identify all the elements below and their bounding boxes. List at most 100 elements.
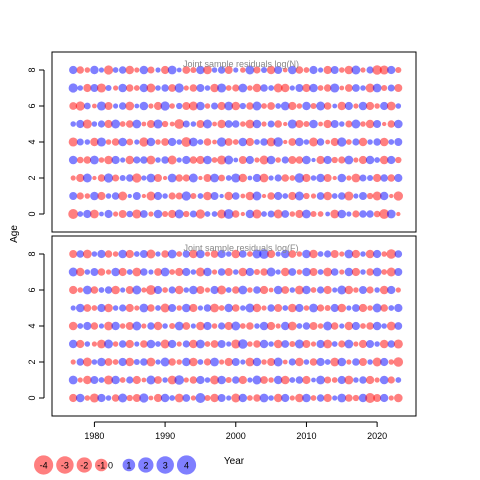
residual-bubble-bottom-age7-2004	[260, 268, 268, 276]
residual-bubble-bottom-age7-1991	[169, 269, 176, 275]
residual-bubble-bottom-age0-2000	[231, 393, 241, 403]
residual-bubble-bottom-age6-2012	[316, 286, 325, 294]
residual-bubble-bottom-age5-1994	[189, 303, 198, 313]
residual-bubble-top-age8-2014	[330, 66, 339, 74]
residual-bubble-bottom-age1-2016	[344, 375, 354, 385]
residual-bubble-top-age1-1984	[118, 191, 128, 201]
residual-bubble-bottom-age4-1991	[169, 322, 176, 330]
residual-bubble-bottom-age7-1980	[90, 268, 99, 276]
residual-bubble-bottom-age3-2023	[393, 339, 403, 349]
residual-bubble-top-age3-1994	[189, 156, 198, 164]
residual-bubble-bottom-age5-1977	[70, 305, 76, 311]
legend-bubble-3	[156, 456, 174, 474]
residual-bubble-top-age0-2014	[330, 209, 340, 219]
residual-bubble-top-age5-1999	[224, 120, 233, 128]
residual-bubble-bottom-age6-1990	[162, 287, 168, 293]
residual-bubble-top-age6-2021	[380, 101, 389, 111]
residual-bubble-top-age5-1989	[153, 119, 163, 129]
residual-bubble-top-age8-2018	[360, 67, 366, 73]
residual-bubble-bottom-age5-2007	[282, 305, 289, 311]
residual-bubble-bottom-age8-1993	[182, 250, 190, 258]
residual-bubble-top-age4-1979	[84, 139, 91, 145]
residual-bubble-bottom-age3-1995	[196, 339, 205, 349]
residual-bubble-bottom-age3-2016	[344, 339, 354, 349]
residual-bubble-top-age1-2016	[344, 191, 354, 201]
residual-bubble-top-age2-1981	[97, 174, 106, 182]
residual-bubble-bottom-age8-1982	[104, 250, 113, 258]
residual-bubble-bottom-age0-1986	[132, 394, 141, 402]
residual-bubble-bottom-age0-1981	[97, 393, 106, 403]
residual-bubble-bottom-age4-1981	[98, 323, 105, 329]
x-tick-label-1990: 1990	[155, 431, 175, 441]
residual-bubble-top-age3-2010	[302, 155, 311, 165]
residual-bubble-bottom-age2-1992	[176, 359, 182, 365]
residual-bubble-bottom-age0-2007	[281, 393, 290, 403]
residual-bubble-top-age1-1977	[69, 192, 78, 200]
residual-bubble-bottom-age7-1986	[132, 267, 142, 277]
residual-bubble-bottom-age3-1980	[91, 341, 98, 347]
residual-bubble-top-age7-2019	[365, 83, 375, 93]
residual-bubble-top-age4-1996	[203, 138, 212, 146]
residual-bubble-bottom-age1-2014	[331, 377, 338, 383]
residual-bubble-bottom-age8-2000	[231, 249, 241, 259]
residual-bubble-bottom-age7-1985	[126, 269, 133, 275]
residual-bubble-top-age0-1991	[168, 209, 177, 219]
residual-bubble-top-age5-1982	[104, 119, 113, 129]
residual-bubble-bottom-age1-2007	[280, 375, 290, 385]
residual-bubble-bottom-age5-2000	[231, 304, 240, 312]
residual-bubble-top-age8-1982	[103, 65, 114, 75]
residual-bubble-top-age5-2016	[345, 120, 353, 128]
residual-bubble-top-age6-1991	[169, 103, 175, 109]
residual-bubble-bottom-age1-2010	[302, 375, 311, 385]
residual-bubble-top-age8-2020	[372, 65, 382, 75]
residual-bubble-bottom-age5-1991	[168, 304, 177, 312]
residual-bubble-top-age6-2003	[252, 101, 262, 111]
residual-bubble-bottom-age6-2002	[247, 287, 253, 293]
residual-bubble-bottom-age5-1998	[218, 305, 225, 311]
residual-bubble-bottom-age1-1977	[68, 375, 78, 385]
residual-bubble-top-age0-2018	[359, 210, 367, 218]
residual-bubble-bottom-age7-2014	[330, 268, 339, 276]
residual-bubble-top-age0-1980	[90, 209, 99, 219]
residual-bubble-bottom-age0-1979	[84, 395, 91, 401]
residual-bubble-top-age4-1998	[216, 137, 227, 147]
residual-bubble-bottom-age2-1988	[146, 357, 156, 367]
residual-bubble-top-age6-2022	[386, 101, 396, 111]
residual-bubble-top-age8-2021	[379, 65, 389, 75]
residual-bubble-bottom-age3-1981	[97, 339, 106, 349]
residual-bubble-top-age3-2011	[311, 157, 316, 163]
residual-bubble-top-age0-1997	[211, 211, 218, 217]
residual-bubble-bottom-age1-2017	[353, 377, 359, 383]
residual-bubble-bottom-age0-2013	[323, 393, 332, 403]
residual-bubble-top-age6-1985	[125, 101, 135, 111]
residual-bubble-bottom-age6-2017	[353, 287, 359, 293]
residual-bubble-top-age8-1978	[76, 66, 84, 74]
residual-bubble-top-age6-1992	[176, 102, 183, 110]
residual-bubble-top-age8-1983	[112, 67, 119, 73]
residual-bubble-bottom-age0-2022	[388, 395, 394, 401]
residual-bubble-top-age4-2001	[238, 137, 248, 147]
residual-bubble-top-age7-1993	[183, 85, 189, 91]
residual-bubble-bottom-age7-1998	[217, 268, 226, 276]
residual-bubble-bottom-age0-1997	[210, 393, 219, 403]
residual-bubble-top-age3-2023	[395, 156, 402, 164]
residual-bubble-top-age2-2012	[316, 173, 325, 183]
residual-bubble-top-age2-2003	[252, 173, 262, 183]
residual-bubble-top-age4-1980	[90, 137, 99, 147]
residual-bubble-top-age1-1994	[190, 192, 197, 200]
residual-bubble-top-age6-2019	[365, 101, 375, 111]
residual-bubble-top-age3-2013	[323, 155, 332, 165]
residual-bubble-top-age3-1995	[196, 155, 205, 165]
residual-bubble-bottom-age6-2021	[379, 285, 389, 295]
residual-bubble-bottom-age6-2011	[310, 287, 317, 293]
residual-bubble-top-age8-1986	[134, 67, 140, 73]
residual-bubble-top-age8-1992	[176, 67, 182, 73]
y-tick-label-bottom-0: 0	[27, 395, 37, 400]
residual-bubble-top-age4-1987	[139, 137, 149, 147]
residual-bubble-top-age4-2015	[337, 137, 347, 147]
residual-bubble-top-age0-2013	[325, 211, 331, 217]
residual-bubble-top-age0-1978	[77, 211, 84, 217]
residual-bubble-top-age2-2009	[294, 173, 305, 183]
residual-bubble-top-age3-2012	[316, 155, 325, 165]
residual-bubble-bottom-age0-1985	[126, 394, 133, 402]
